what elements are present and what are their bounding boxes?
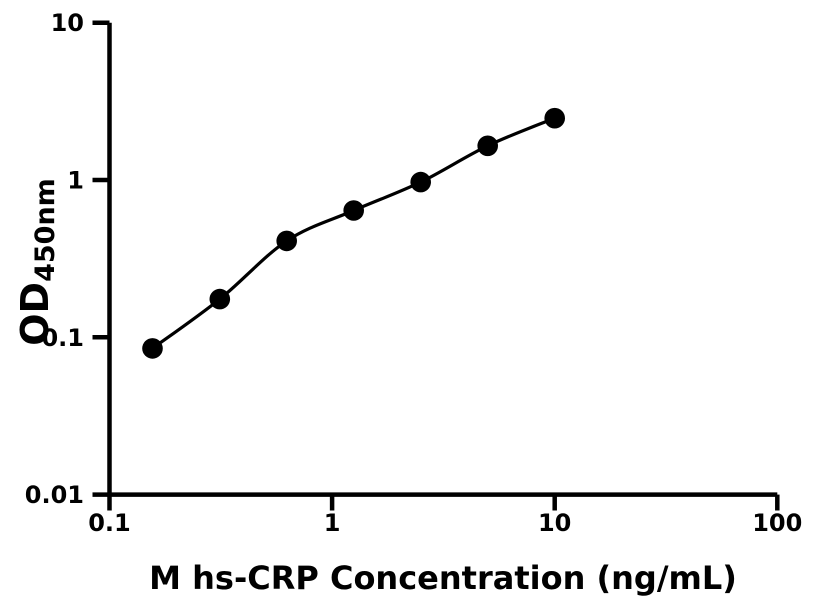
y-tick-label: 0.1 bbox=[41, 324, 84, 352]
data-point bbox=[544, 107, 565, 129]
y-tick-label: 1 bbox=[67, 167, 84, 195]
y-tick-label: 10 bbox=[51, 9, 84, 37]
data-point bbox=[142, 338, 163, 359]
data-point bbox=[410, 171, 432, 193]
y-axis-title-main: OD bbox=[13, 282, 57, 346]
x-tick-label: 1 bbox=[324, 509, 341, 537]
x-axis-tick-labels: 0.1 1 10 100 bbox=[88, 509, 802, 537]
x-axis-ticks bbox=[107, 494, 780, 511]
y-axis-tick-labels: 0.01 0.1 1 10 bbox=[25, 9, 84, 509]
x-axis-title: M hs-CRP Concentration (ng/mL) bbox=[149, 559, 737, 597]
y-tick-label: 0.01 bbox=[25, 481, 84, 509]
y-axis-ticks bbox=[92, 20, 110, 497]
y-axis-title: OD450nm bbox=[13, 178, 61, 346]
axis-spines bbox=[107, 22, 778, 497]
data-points bbox=[142, 107, 565, 359]
x-tick-label: 100 bbox=[752, 509, 802, 537]
data-point bbox=[276, 230, 298, 252]
data-point bbox=[343, 200, 365, 221]
data-point bbox=[209, 288, 231, 310]
data-point bbox=[477, 135, 499, 157]
x-tick-label: 10 bbox=[538, 509, 571, 537]
x-tick-label: 0.1 bbox=[88, 509, 131, 537]
y-axis-title-subscript: 450nm bbox=[30, 178, 61, 282]
